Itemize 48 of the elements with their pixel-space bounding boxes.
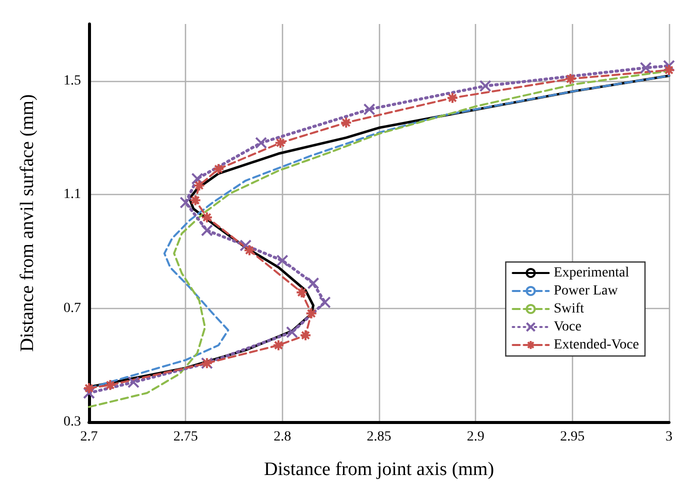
x-tick-label: 2.7 <box>80 430 98 444</box>
x-tick-label: 2.75 <box>173 430 198 444</box>
legend-label: Swift <box>554 302 584 316</box>
point <box>564 72 576 85</box>
point <box>318 296 331 308</box>
point <box>191 172 204 185</box>
x-tick-label: 2.95 <box>560 430 585 444</box>
legend-label: Voce <box>554 320 582 334</box>
point <box>243 244 256 256</box>
point <box>286 326 298 338</box>
point <box>340 116 352 129</box>
point <box>446 92 458 104</box>
point <box>663 60 675 72</box>
y-tick-label: 1.1 <box>64 187 81 202</box>
point <box>255 136 268 149</box>
point <box>276 254 288 267</box>
point <box>305 307 318 320</box>
point <box>307 277 320 290</box>
point <box>274 136 286 149</box>
x-tick-label: 3 <box>666 430 672 444</box>
point <box>479 80 492 92</box>
point <box>83 382 95 394</box>
point <box>212 162 225 175</box>
point <box>300 329 312 342</box>
point <box>193 179 206 192</box>
point <box>200 224 213 236</box>
point <box>200 211 213 224</box>
point <box>640 62 652 74</box>
x-tick-label: 2.9 <box>466 430 484 444</box>
point <box>363 103 376 116</box>
y-tick-label: 1.5 <box>64 73 81 88</box>
point <box>296 286 308 298</box>
x-tick-label: 2.85 <box>366 430 392 444</box>
x-tick-label: 2.8 <box>274 430 292 444</box>
point <box>127 376 140 388</box>
legend-label: Extended-Voce <box>554 338 639 352</box>
point <box>663 64 675 76</box>
point <box>83 387 95 400</box>
y-tick-label: 0.7 <box>64 300 81 316</box>
y-tick-label: 0.3 <box>64 414 81 430</box>
point <box>104 379 116 392</box>
legend-label: Experimental <box>554 266 630 280</box>
point <box>180 196 192 209</box>
legend-label: Power Law <box>554 284 619 298</box>
x-axis-title: Distance from joint axis (mm) <box>264 459 494 480</box>
y-axis-title: Distance from anvil surface (mm) <box>17 94 38 352</box>
point <box>272 339 284 352</box>
point <box>189 194 202 206</box>
